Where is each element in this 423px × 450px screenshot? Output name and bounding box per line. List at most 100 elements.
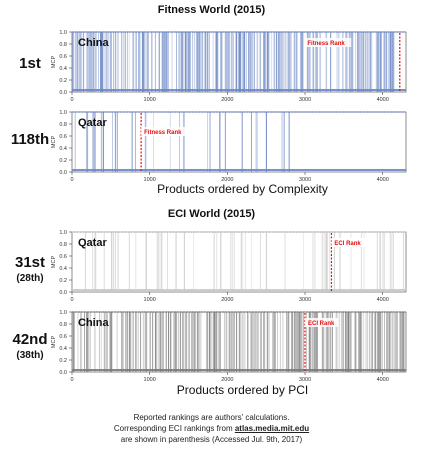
mcp-bar	[319, 32, 320, 92]
mcp-bar	[242, 32, 244, 92]
y-tick-label: 1.0	[59, 310, 67, 316]
mcp-bar	[197, 312, 199, 372]
mcp-bar	[121, 32, 123, 92]
xlabel-pci: Products ordered by PCI	[176, 383, 309, 397]
mcp-bar	[148, 32, 150, 92]
mcp-bar	[87, 32, 89, 92]
mcp-bar	[371, 312, 373, 372]
xlabel-complexity: Products ordered by Complexity	[157, 182, 328, 196]
mcp-bar	[295, 32, 297, 92]
mcp-bar	[198, 312, 200, 372]
mcp-bar	[121, 312, 123, 372]
mcp-bar	[215, 32, 217, 92]
mcp-bar	[111, 232, 113, 292]
mcp-bar	[188, 32, 190, 92]
mcp-bar	[117, 32, 119, 92]
mcp-bar	[232, 232, 234, 292]
mcp-bar	[138, 32, 139, 92]
mcp-bar	[369, 32, 371, 92]
mcp-bar	[272, 312, 273, 372]
mcp-bar	[402, 312, 404, 372]
mcp-bar	[229, 312, 231, 372]
chart-china-fitness: 0.0 0.2 0.4 0.6 0.8 1.0 0 1000 2000 3000 4000 MCP Ch…	[51, 30, 407, 103]
mcp-bar	[242, 312, 244, 372]
mcp-bar	[264, 32, 267, 92]
rank-qatar-eci-paren: (28th)	[16, 273, 44, 284]
mcp-bar	[214, 312, 216, 372]
mcp-bar	[143, 32, 145, 92]
chart-china-eci: 0.0 0.2 0.4 0.6 0.8 1.0 0 1000 2000 3000 4000 MCP Ch…	[51, 310, 407, 383]
mcp-bar	[321, 312, 323, 372]
mcp-bar	[98, 32, 99, 92]
mcp-bar	[206, 312, 208, 372]
mcp-bar	[343, 32, 344, 92]
mcp-bar	[376, 232, 378, 292]
mcp-bar	[135, 112, 136, 172]
mcp-bar	[128, 32, 130, 92]
mcp-bar	[192, 32, 194, 92]
mcp-bar	[162, 32, 164, 92]
mcp-bar	[207, 32, 209, 92]
mcp-bar	[253, 312, 255, 372]
mcp-bar	[128, 312, 130, 372]
mcp-bar	[308, 32, 310, 92]
mcp-bar	[240, 232, 242, 292]
mcp-bar	[358, 32, 360, 92]
mcp-bar	[240, 32, 242, 92]
mcp-bar	[265, 232, 268, 292]
mcp-bar	[85, 232, 86, 292]
x-tick-label: 0	[70, 377, 73, 383]
x-tick-label: 1000	[144, 377, 156, 383]
mcp-bar	[204, 32, 206, 92]
atlas-link[interactable]: atlas.media.mit.edu	[234, 424, 310, 433]
mcp-bar	[260, 32, 262, 92]
mcp-bar	[167, 32, 168, 92]
mcp-bar	[324, 312, 326, 372]
mcp-bar	[207, 112, 208, 172]
mcp-bar	[125, 32, 126, 92]
mcp-bar	[277, 32, 279, 92]
mcp-bar	[336, 32, 338, 92]
mcp-bar	[255, 112, 257, 172]
mcp-bar	[257, 32, 259, 92]
mcp-bar	[200, 312, 202, 372]
mcp-bar	[341, 312, 342, 372]
mcp-bar	[74, 112, 76, 172]
y-tick-label: 0.0	[59, 90, 67, 96]
mcp-bar	[392, 232, 394, 292]
mcp-bar	[206, 32, 207, 92]
mcp-bar	[228, 312, 230, 372]
mcp-bar	[178, 32, 180, 92]
mcp-bar	[136, 312, 138, 372]
mcp-bar	[176, 32, 177, 92]
rank-marker-label-bg	[141, 127, 188, 136]
mcp-bar	[132, 32, 134, 92]
mcp-bar	[264, 312, 266, 372]
mcp-bar	[224, 112, 226, 172]
mcp-bar	[195, 32, 197, 92]
mcp-bar	[255, 312, 257, 372]
mcp-bar	[128, 232, 130, 292]
mcp-bar	[301, 312, 303, 372]
mcp-bar	[239, 32, 241, 92]
mcp-bar	[212, 32, 214, 92]
mcp-bar	[86, 112, 89, 172]
mcp-bar	[401, 312, 403, 372]
mcp-bar	[400, 312, 401, 372]
mcp-bar	[239, 312, 241, 372]
mcp-bar	[403, 312, 405, 372]
mcp-bar	[339, 312, 341, 372]
mcp-bar	[149, 312, 151, 372]
y-tick-label: 0.8	[59, 122, 67, 128]
mcp-bar	[280, 32, 282, 92]
mcp-bar	[346, 32, 348, 92]
x-tick-label: 2000	[221, 177, 233, 183]
mcp-bar	[139, 32, 140, 92]
mcp-bar	[86, 312, 88, 372]
y-tick-label: 0.6	[59, 254, 67, 260]
mcp-bar	[391, 32, 393, 92]
mcp-bar	[84, 312, 85, 372]
mcp-bar	[387, 312, 388, 372]
mcp-bar	[88, 32, 90, 92]
country-label: Qatar	[78, 237, 107, 249]
